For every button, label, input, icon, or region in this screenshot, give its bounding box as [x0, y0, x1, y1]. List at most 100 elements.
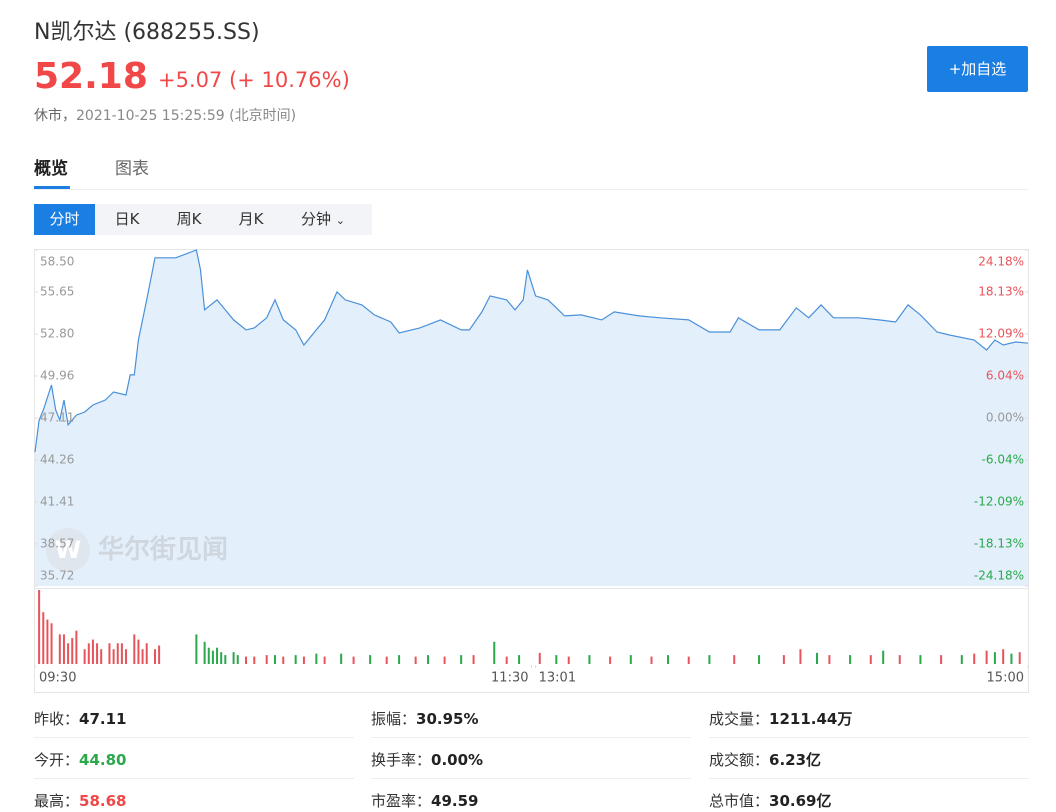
y-tick-label: 49.96 — [40, 368, 74, 382]
stat-value: 58.68 — [79, 792, 127, 810]
volume-bar — [650, 656, 653, 664]
volume-bar — [158, 645, 161, 664]
y2-tick-label: 18.13% — [978, 285, 1024, 299]
stat-label: 总市值： — [709, 792, 770, 810]
volume-bar — [141, 649, 144, 664]
volume-bar — [96, 643, 99, 664]
volume-bar — [87, 643, 90, 664]
volume-bar — [265, 655, 268, 664]
y2-tick-label: 6.04% — [986, 369, 1024, 383]
volume-bar — [493, 641, 496, 664]
volume-bar — [993, 652, 996, 664]
row-separator — [709, 737, 1029, 738]
row-separator — [34, 778, 354, 779]
volume-bar — [153, 649, 156, 664]
volume-bar — [919, 655, 922, 664]
stat-value: 49.59 — [431, 792, 479, 810]
watermark: W 华尔街见闻 — [46, 528, 228, 572]
volume-bar — [799, 649, 802, 664]
stat: 成交量：1211.44万 — [709, 708, 852, 729]
volume-bar — [203, 641, 206, 664]
volume-bar — [815, 652, 818, 664]
stock-name: N凯尔达 (688255.SS) — [34, 14, 260, 46]
volume-bar — [224, 655, 227, 664]
y2-tick-label: 0.00% — [986, 411, 1024, 425]
tab[interactable]: 概览 — [34, 159, 68, 179]
y-tick-label: 47.11 — [40, 411, 74, 425]
stat-value: 47.11 — [79, 710, 127, 728]
volume-bar — [398, 655, 401, 664]
period-button[interactable]: 分时 — [34, 204, 95, 235]
volume-bar — [100, 649, 103, 664]
volume-bar — [253, 656, 256, 664]
y-tick-label: 41.41 — [40, 495, 74, 509]
volume-bar — [828, 655, 831, 664]
stat: 振幅：30.95% — [371, 708, 479, 729]
volume-bar — [472, 655, 475, 664]
volume-bar — [733, 655, 736, 664]
volume-bar — [985, 650, 988, 664]
period-label: 分钟 — [300, 210, 331, 228]
change: +5.07 (+ 10.76%) — [158, 68, 350, 92]
volume-bar — [538, 652, 541, 664]
volume-bar — [245, 656, 248, 664]
volume-bar — [960, 655, 963, 664]
volume-bar — [294, 655, 297, 664]
volume-bar — [273, 655, 276, 664]
volume-bar — [427, 655, 430, 664]
stat-label: 成交额： — [709, 751, 770, 769]
x-tick-label: 13:01 — [539, 671, 576, 686]
volume-bar — [302, 656, 305, 664]
volume-bar — [629, 655, 632, 664]
volume-bar — [120, 643, 123, 664]
volume-bar — [207, 647, 210, 664]
x-tick-label: 15:00 — [987, 671, 1024, 686]
row-separator — [371, 778, 691, 779]
stat: 市盈率：49.59 — [371, 790, 478, 811]
price-area — [35, 250, 1028, 586]
period-button[interactable]: 月K — [238, 210, 264, 228]
volume-bar — [216, 647, 219, 664]
volume-bar — [133, 634, 136, 664]
stat-value: 30.95% — [416, 710, 479, 728]
stat-label: 最高： — [34, 792, 80, 810]
y-tick-label: 44.26 — [40, 453, 74, 467]
stat-value: 30.69亿 — [769, 792, 832, 810]
y-tick-label: 55.65 — [40, 285, 74, 299]
volume-bar — [1002, 649, 1005, 664]
status-text: 休市， — [34, 108, 76, 124]
volume-bar — [609, 656, 612, 664]
stat-label: 昨收： — [34, 710, 80, 728]
row-separator — [34, 737, 354, 738]
chart-frame — [34, 249, 1029, 693]
name: N凯尔达 — [34, 20, 117, 45]
stat-value: 44.80 — [79, 751, 127, 769]
volume-bar — [973, 653, 976, 664]
y2-tick-label: -24.18% — [974, 569, 1024, 583]
volume-bar — [137, 639, 140, 664]
chart: W 华尔街见闻 58.50 55.65 52.80 49.96 47.11 44.26 41… — [34, 249, 1029, 693]
y-tick-label: 35.72 — [40, 569, 74, 583]
y2-tick-label: -18.13% — [974, 536, 1024, 550]
code: (688255.SS) — [123, 20, 260, 45]
stat-value: 0.00% — [431, 751, 484, 769]
volume-bar — [75, 630, 78, 664]
volume-bar — [588, 655, 591, 664]
volume-bar — [782, 655, 785, 664]
tab[interactable]: 图表 — [115, 159, 149, 179]
volume-bar — [460, 655, 463, 664]
stat-label: 成交量： — [709, 710, 770, 728]
y-tick-label: 38.57 — [40, 536, 74, 550]
y-tick-label: 52.80 — [40, 327, 74, 341]
period-button[interactable]: 日K — [114, 210, 140, 228]
volume-bar — [38, 590, 41, 664]
volume-bar — [369, 655, 372, 664]
volume-bar — [443, 656, 446, 664]
price: 52.18 — [34, 56, 148, 97]
volume-bar — [145, 643, 148, 664]
stat: 换手率：0.00% — [371, 749, 483, 770]
add-watchlist-button[interactable]: +加自选 — [927, 46, 1028, 92]
period-button[interactable]: 周K — [176, 210, 202, 228]
period-button[interactable]: 分钟 ⌄ — [300, 210, 345, 228]
volume-bar — [1010, 653, 1013, 664]
